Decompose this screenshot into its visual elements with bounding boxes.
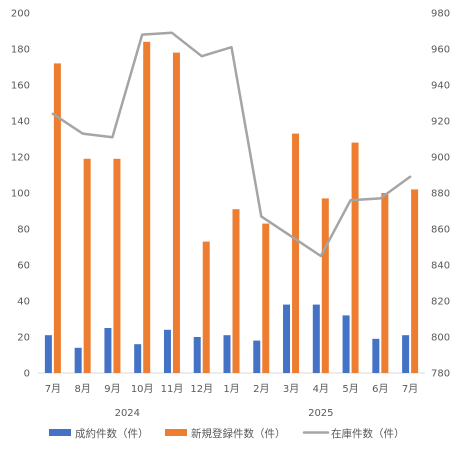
x-category-label: 7月 [402,383,418,395]
bar-contracts [134,344,142,373]
y-right-tick-label: 860 [431,225,450,236]
y-right-tick-label: 960 [431,45,450,56]
bar-new-listings [321,198,329,373]
y-left-tick-label: 20 [17,333,30,344]
y-left-tick-label: 140 [11,117,30,128]
bar-contracts [402,335,410,373]
x-category-label: 11月 [161,383,184,395]
x-category-label: 6月 [372,383,388,395]
bar-contracts [372,338,380,373]
y-left-tick-label: 100 [11,189,30,200]
bar-new-listings [292,133,300,373]
bar-new-listings [53,63,61,374]
x-category-label: 1月 [223,383,239,395]
y-left-tick-label: 40 [17,297,30,308]
x-category-label: 3月 [283,383,299,395]
y-right-tick-label: 920 [431,117,450,128]
bar-new-listings [232,209,240,373]
line-inventory [51,31,412,258]
legend-label: 新規登録件数（件） [191,427,286,440]
bar-new-listings [202,241,210,373]
bar-new-listings [143,41,151,374]
x-category-label: 9月 [104,383,120,395]
bar-new-listings [411,189,419,373]
bar-contracts [253,340,261,373]
x-category-label: 4月 [313,383,329,395]
legend-swatch [165,429,187,436]
bar-contracts [223,335,231,373]
bar-new-listings [83,158,91,373]
x-category-label: 5月 [342,383,358,395]
x-year-label: 2024 [115,408,140,419]
y-left-tick-label: 200 [11,9,30,20]
y-right-tick-label: 880 [431,189,450,200]
legend-label: 在庫件数（件） [331,427,405,440]
y-right-tick-label: 840 [431,261,450,272]
bar-contracts [193,337,201,373]
y-right-tick-label: 820 [431,297,450,308]
y-right-tick-label: 980 [431,9,450,20]
y-right-tick-label: 940 [431,81,450,92]
bar-new-listings [172,52,180,373]
bar-new-listings [262,223,270,373]
x-year-label: 2025 [308,408,333,419]
y-right-tick-label: 780 [431,369,450,380]
y-right-tick-label: 800 [431,333,450,344]
x-category-label: 8月 [74,383,90,395]
y-left-tick-label: 120 [11,153,30,164]
bar-contracts [74,347,82,373]
x-category-label: 7月 [45,383,61,395]
y-left-tick-label: 0 [24,369,30,380]
bar-contracts [104,328,112,373]
y-right-tick-label: 900 [431,153,450,164]
bar-contracts [44,335,52,373]
bar-new-listings [351,142,359,373]
x-category-label: 12月 [190,383,213,395]
y-left-tick-label: 180 [11,45,30,56]
bar-contracts [283,304,291,373]
bar-contracts [163,329,171,373]
x-category-label: 10月 [131,383,154,395]
legend-label: 成約件数（件） [75,427,149,440]
y-left-tick-label: 160 [11,81,30,92]
legend-swatch [49,429,71,436]
y-left-tick-label: 60 [17,261,30,272]
bar-new-listings [113,158,121,373]
bar-contracts [312,304,320,373]
x-category-label: 2月 [253,383,269,395]
bar-new-listings [381,193,389,373]
bar-contracts [342,315,350,373]
y-left-tick-label: 80 [17,225,30,236]
